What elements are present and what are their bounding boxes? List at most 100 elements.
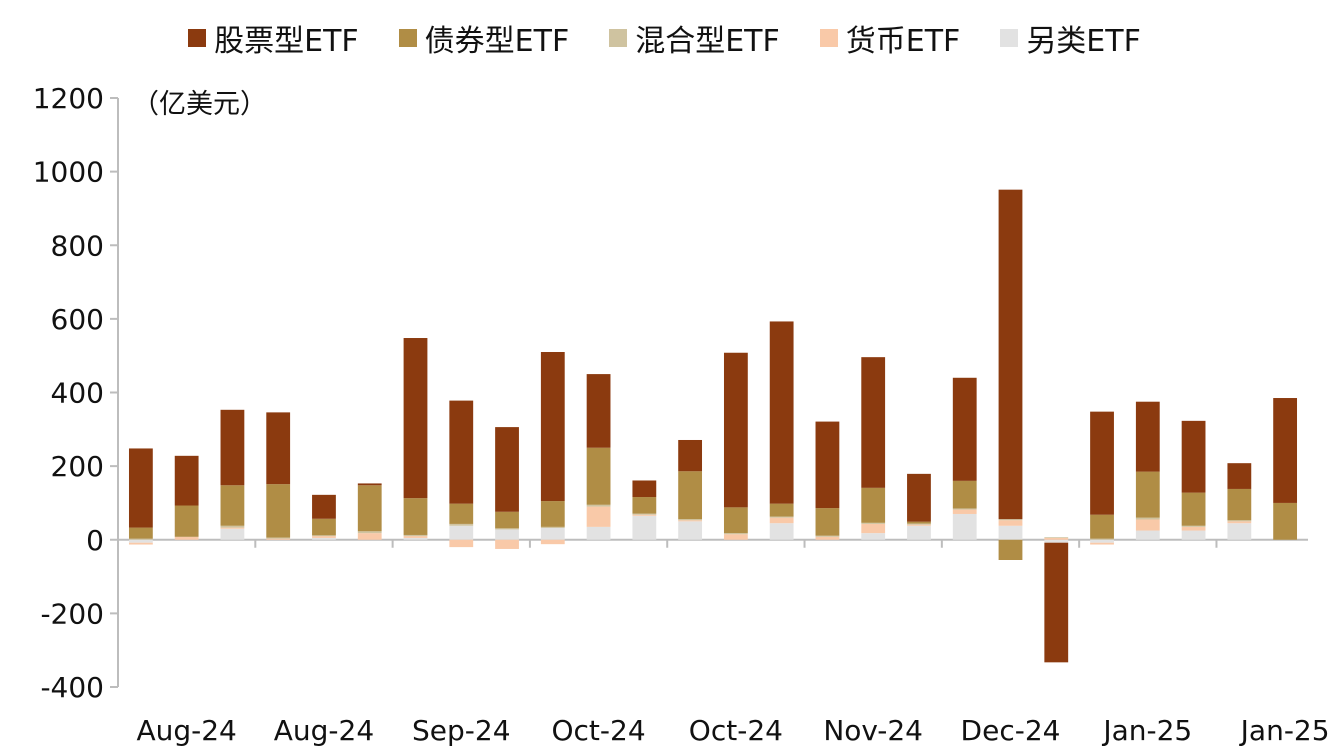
bar-segment [998, 519, 1023, 521]
bar-segment [1273, 398, 1298, 503]
y-tick-label: -400 [40, 671, 104, 704]
y-tick-label: 600 [51, 303, 104, 336]
bar-segment [1135, 519, 1160, 531]
bar-segment [220, 525, 245, 528]
bar-segment [1044, 537, 1069, 540]
bar-segment [449, 400, 474, 504]
x-tick-label: Sep-24 [412, 714, 511, 747]
bar-segment [769, 516, 794, 518]
bar-segment [815, 535, 840, 537]
bar-segment [495, 427, 519, 512]
legend-label: 另类ETF [1026, 24, 1141, 59]
bar-segment [815, 536, 840, 540]
bar-segment [815, 421, 840, 509]
x-tick-label: Jan-25 [1101, 714, 1192, 747]
bar-segment [1135, 530, 1160, 540]
bar-segment [266, 484, 291, 538]
bar-segment [1273, 502, 1298, 540]
legend-label: 股票型ETF [214, 24, 359, 59]
bar-segment [449, 503, 474, 524]
legend-swatch [398, 29, 417, 47]
bar-segment [128, 542, 153, 545]
bar-segment [1090, 514, 1114, 539]
bar-segment [128, 539, 153, 543]
bar-segment [1227, 488, 1252, 521]
bar-segment [723, 507, 748, 534]
y-tick-label: -200 [40, 597, 104, 630]
bar-segment [1227, 521, 1252, 524]
bar-segment [357, 531, 382, 534]
legend-item: 货币ETF [819, 16, 961, 60]
bar-segment [403, 536, 428, 538]
bar-segment [998, 189, 1023, 520]
y-tick-label: 0 [86, 524, 104, 557]
bar-segment [586, 447, 611, 505]
bar-segment [1044, 542, 1069, 663]
bar-segment [952, 513, 977, 540]
y-tick-label: 1000 [33, 156, 104, 189]
bar-segment [174, 455, 199, 506]
legend-item: 债券型ETF [398, 16, 569, 60]
bar-segment [540, 527, 565, 540]
bar-segment [403, 338, 428, 499]
x-tick-label: Nov-24 [823, 714, 923, 747]
bar-segment [1090, 538, 1114, 540]
bar-segment [952, 377, 977, 481]
bar-segment [769, 517, 794, 524]
bar-segment [495, 529, 519, 540]
legend-swatch [819, 29, 838, 47]
bar-segment [907, 523, 931, 525]
bar-segment [1181, 530, 1206, 540]
bar-segment [769, 503, 794, 517]
bar-segment [1044, 537, 1069, 538]
bars [128, 189, 1298, 663]
bar-segment [1135, 471, 1160, 518]
bar-segment [678, 520, 703, 522]
legend: 股票型ETF 债券型ETF 混合型ETF 货币ETF 另类ETF [0, 14, 1329, 62]
bar-segment [632, 515, 657, 540]
bar-segment [815, 508, 840, 536]
bar-segment [357, 533, 382, 540]
bar-segment [861, 523, 886, 534]
bar-segment [449, 525, 474, 540]
legend-swatch [609, 29, 628, 47]
bar-segment [723, 533, 748, 535]
bar-segment [495, 528, 519, 530]
bar-segment [586, 374, 611, 448]
bar-segment [861, 487, 886, 523]
bar-segment [128, 527, 153, 539]
bar-segment [174, 536, 199, 540]
bar-segment [678, 471, 703, 520]
bar-segment [907, 473, 931, 522]
bar-segment [723, 534, 748, 540]
bar-segment [861, 533, 886, 540]
bar-segment [586, 504, 611, 507]
bar-segment [1227, 520, 1252, 522]
bar-segment [723, 352, 748, 508]
bar-segment [952, 508, 977, 510]
bar-segment [312, 537, 336, 540]
bar-segment [540, 526, 565, 528]
legend-swatch [188, 29, 207, 47]
bar-segment [678, 519, 703, 521]
bar-segment [1135, 517, 1160, 520]
bar-segment [998, 525, 1023, 540]
bar-segment [1090, 539, 1114, 543]
bar-segment [403, 534, 428, 537]
bar-segment [403, 498, 428, 535]
bar-segment [220, 528, 245, 540]
bar-segment [1227, 463, 1252, 489]
bar-segment [266, 538, 291, 540]
bar-segment [632, 514, 657, 516]
bar-segment [632, 480, 657, 498]
x-tick-label: Jan-25 [1239, 714, 1329, 747]
bar-segment [312, 535, 336, 537]
bar-segment [1044, 539, 1069, 543]
legend-swatch [1000, 29, 1019, 47]
bar-segment [312, 518, 336, 536]
legend-label: 货币ETF [845, 24, 961, 59]
bar-segment [540, 539, 565, 545]
bar-segment [678, 439, 703, 472]
bar-segment [266, 537, 291, 539]
